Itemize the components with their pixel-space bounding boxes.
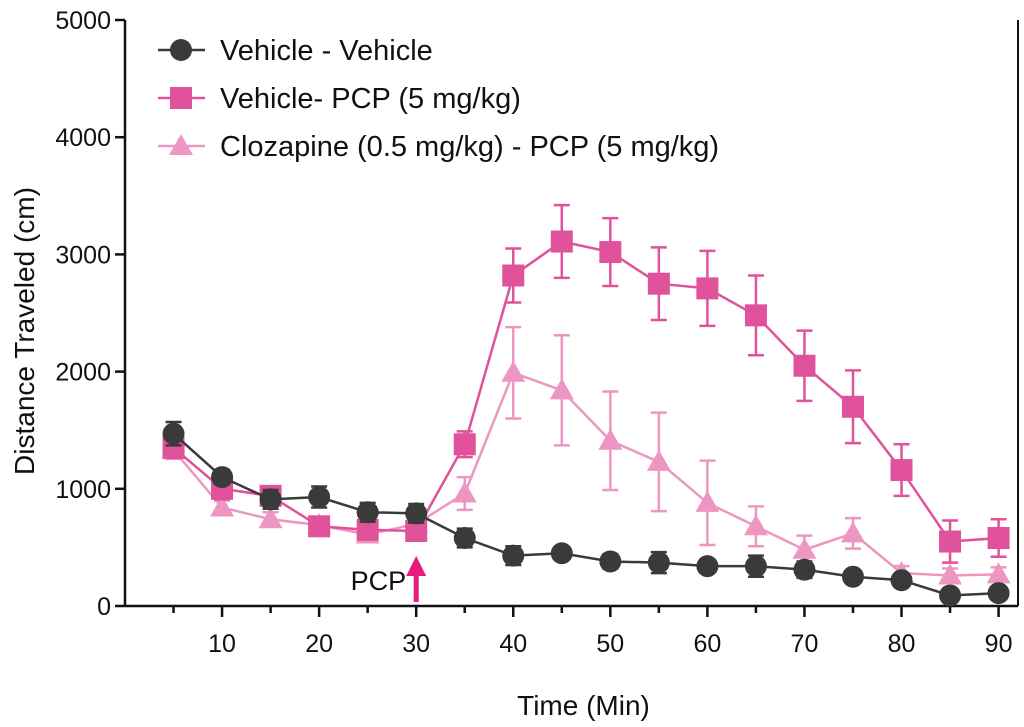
data-point (162, 422, 185, 445)
x-tick-label: 90 (985, 630, 1013, 658)
x-tick-label: 10 (208, 630, 236, 658)
data-point (938, 563, 963, 585)
data-point (939, 584, 962, 607)
data-point (356, 501, 379, 524)
legend-label-clozapine-pcp: Clozapine (0.5 mg/kg) - PCP (5 mg/kg) (220, 131, 719, 163)
x-tick-label: 80 (888, 630, 916, 658)
data-point (502, 544, 525, 567)
data-point (986, 562, 1011, 584)
data-point (841, 565, 864, 588)
data-point (744, 304, 767, 327)
data-point (696, 277, 719, 300)
data-point (890, 569, 913, 592)
data-point (550, 230, 573, 253)
legend-marker-circle (170, 39, 192, 61)
data-point (308, 515, 331, 538)
data-point (793, 558, 816, 581)
data-point (695, 490, 720, 512)
data-point (550, 542, 573, 565)
data-point (549, 378, 574, 400)
data-point (646, 449, 671, 471)
data-point (405, 502, 428, 525)
data-point (452, 481, 477, 503)
data-point (840, 521, 865, 543)
legend: Vehicle - Vehicle Vehicle- PCP (5 mg/kg)… (158, 35, 719, 163)
legend-label-vehicle-pcp: Vehicle- PCP (5 mg/kg) (220, 83, 521, 115)
x-tick-label: 20 (305, 630, 333, 658)
annotation-layer: PCP (351, 556, 427, 602)
data-point (599, 241, 622, 264)
data-point (258, 507, 283, 529)
x-tick-label: 60 (693, 630, 721, 658)
legend-label-vehicle-vehicle: Vehicle - Vehicle (220, 35, 433, 67)
data-point (502, 264, 525, 287)
data-point (744, 555, 767, 578)
data-point (598, 428, 623, 450)
y-tick-label: 5000 (55, 7, 111, 35)
data-point (987, 527, 1010, 550)
y-tick-label: 0 (97, 593, 111, 621)
axes: 0 1000 2000 3000 4000 5000 10 20 30 40 50 60 70 80 90 (55, 7, 1019, 658)
legend-marker-square (170, 87, 192, 109)
y-tick-label: 1000 (55, 476, 111, 504)
series-0 (162, 420, 1010, 607)
data-point (939, 530, 962, 553)
data-point (792, 537, 817, 559)
data-point (453, 527, 476, 550)
data-point (211, 466, 234, 489)
series-line (172, 240, 999, 543)
data-point (987, 582, 1010, 605)
data-point (259, 488, 282, 511)
y-axis-title: Distance Traveled (cm) (9, 187, 40, 475)
legend-marker-triangle (169, 134, 193, 155)
data-point (696, 555, 719, 578)
x-tick-label: 40 (499, 630, 527, 658)
x-tick-label: 30 (402, 630, 430, 658)
series-layer (161, 203, 1011, 607)
data-point (841, 395, 864, 418)
pcp-annotation-label: PCP (351, 566, 407, 596)
y-tick-label: 4000 (55, 124, 111, 152)
data-point (743, 514, 768, 536)
series-line (172, 432, 999, 597)
data-point (647, 272, 670, 295)
y-tick-label: 2000 (55, 359, 111, 387)
x-tick-label: 50 (596, 630, 624, 658)
series-line (172, 371, 999, 577)
data-point (453, 433, 476, 456)
data-point (599, 550, 622, 573)
series-2 (161, 325, 1011, 585)
data-point (308, 486, 331, 509)
data-point (405, 519, 428, 542)
data-point (647, 551, 670, 574)
series-1 (162, 203, 1010, 564)
data-point (501, 360, 526, 382)
y-tick-label: 3000 (55, 241, 111, 269)
data-point (356, 518, 379, 541)
x-tick-label: 70 (791, 630, 819, 658)
data-point (210, 495, 235, 517)
x-axis-title: Time (Min) (517, 690, 650, 721)
pcp-arrow-head (406, 556, 427, 576)
data-point (890, 459, 913, 482)
data-point (793, 354, 816, 377)
